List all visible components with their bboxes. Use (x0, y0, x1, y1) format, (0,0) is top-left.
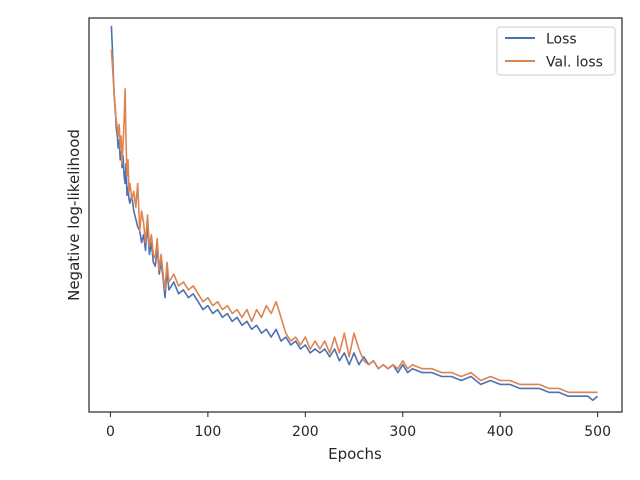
plot-area: 0 100 200 300 400 500 (88, 17, 623, 440)
x-tick-label: 400 (487, 424, 514, 440)
legend-label-loss: Loss (546, 32, 577, 48)
series-layer (110, 25, 599, 401)
x-tick-label: 300 (389, 424, 416, 440)
series-line-loss (110, 25, 599, 401)
x-tick-label: 500 (584, 424, 611, 440)
x-axis-ticks: 0 100 200 300 400 500 (106, 412, 611, 440)
x-tick-label: 200 (292, 424, 319, 440)
legend: Loss Val. loss (496, 26, 616, 76)
series-line-val-loss (110, 49, 598, 394)
x-axis-label: Epochs (328, 445, 382, 463)
legend-label-val-loss: Val. loss (546, 55, 603, 71)
axes-frame (88, 17, 623, 413)
x-tick-label: 100 (195, 424, 222, 440)
x-tick-label: 0 (106, 424, 115, 440)
y-axis-label: Negative log-likelihood (65, 129, 83, 301)
